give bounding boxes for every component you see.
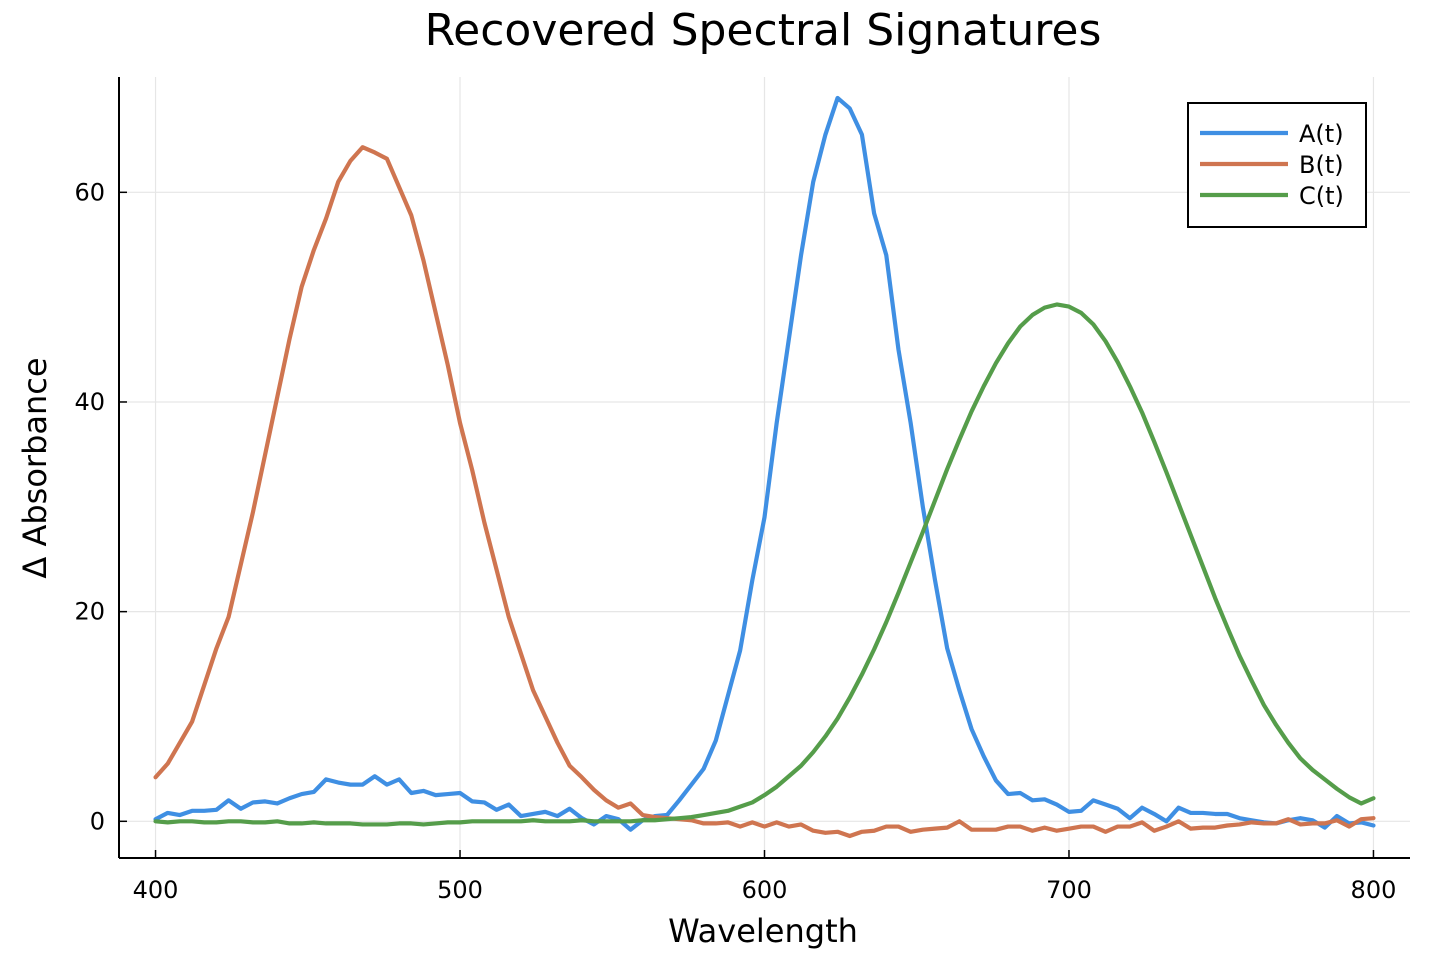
series-line-bt <box>153 145 1376 839</box>
x-tick-label: 500 <box>437 876 483 904</box>
y-tick-label: 60 <box>74 178 105 206</box>
y-tick-labels: 0 20 40 60 <box>74 178 105 835</box>
legend-label: C(t) <box>1299 182 1344 210</box>
x-tick-label: 700 <box>1046 876 1092 904</box>
series-layer <box>153 95 1376 839</box>
y-axis-label: Δ Absorbance <box>16 357 54 578</box>
y-tick-label: 40 <box>74 388 105 416</box>
legend: A(t) B(t) C(t) <box>1187 102 1367 228</box>
x-tick-label: 800 <box>1351 876 1397 904</box>
y-tick-label: 20 <box>74 598 105 626</box>
x-axis-label: Wavelength <box>668 912 858 950</box>
series-line-at <box>153 95 1376 832</box>
legend-entries: A(t) B(t) C(t) <box>1200 120 1344 210</box>
x-tick-label: 600 <box>742 876 788 904</box>
x-tick-labels: 400 500 600 700 800 <box>133 876 1397 904</box>
legend-label: B(t) <box>1299 151 1344 179</box>
y-tick-label: 0 <box>90 807 105 835</box>
x-gridlines <box>154 77 1375 858</box>
chart-title: Recovered Spectral Signatures <box>425 5 1102 56</box>
legend-label: A(t) <box>1299 120 1344 148</box>
axes <box>118 77 1410 859</box>
series-line-ct <box>153 302 1376 827</box>
x-tick-label: 400 <box>133 876 179 904</box>
